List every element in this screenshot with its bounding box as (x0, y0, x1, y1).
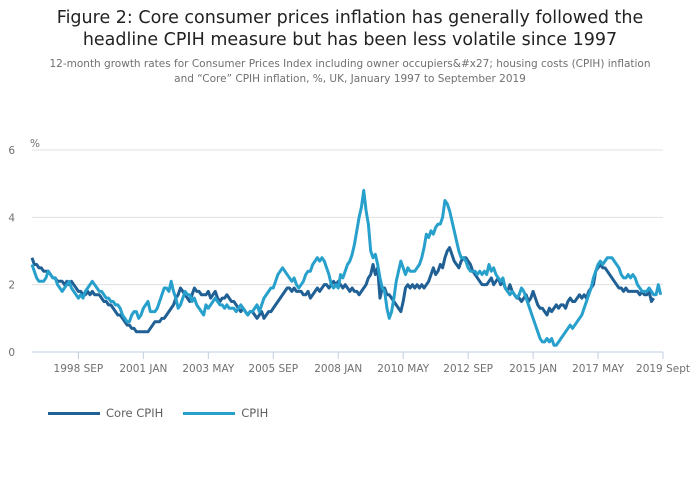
x-tick-label: 2003 MAY (182, 363, 234, 375)
legend: Core CPIH CPIH (48, 406, 288, 420)
y-tick-label: 4 (8, 212, 15, 224)
legend-item-cpih[interactable]: CPIH (183, 406, 268, 420)
x-tick-label: 2012 SEP (443, 363, 493, 375)
x-tick-label: 2001 JAN (119, 363, 167, 375)
x-tick-label: 2008 JAN (314, 363, 362, 375)
chart-subtitle-line-2: and “Core” CPIH inflation, %, UK, Januar… (174, 73, 526, 85)
legend-item-core-cpih[interactable]: Core CPIH (48, 406, 163, 420)
chart-subtitle-line-1: 12-month growth rates for Consumer Price… (49, 58, 651, 70)
legend-swatch-cpih (183, 411, 236, 415)
legend-label-core-cpih: Core CPIH (106, 406, 164, 420)
y-axis-unit-label: % (30, 138, 40, 150)
series-lines (30, 188, 663, 347)
x-tick-label: 2005 SEP (248, 363, 298, 375)
x-tick-label: 2017 MAY (572, 363, 624, 375)
x-axis: 1998 SEP 2001 JAN 2003 MAY 2005 SEP 2008 JAN… (32, 351, 690, 375)
legend-swatch-core-cpih (48, 411, 100, 415)
y-tick-label: 2 (8, 280, 15, 292)
chart-title-line-2: headline CPIH measure but has been less … (82, 30, 618, 50)
chart-title-line-1: Figure 2: Core consumer prices inflation… (56, 8, 644, 28)
gridlines (32, 149, 663, 286)
x-tick-label: 1998 SEP (54, 363, 104, 375)
y-tick-label: 6 (8, 145, 15, 157)
y-axis: 0 2 4 6 (8, 145, 15, 359)
x-tick-label: 2015 JAN (509, 363, 557, 375)
y-tick-label: 0 (8, 347, 15, 359)
series-line-core-cpih[interactable] (30, 246, 655, 334)
chart-title: Figure 2: Core consumer prices inflation… (0, 7, 700, 51)
x-tick-label: 2019 Sept (636, 363, 690, 375)
series-line-cpih[interactable] (30, 188, 663, 347)
chart-subtitle: 12-month growth rates for Consumer Price… (0, 57, 700, 87)
legend-label-cpih: CPIH (241, 406, 269, 420)
x-tick-label: 2010 MAY (377, 363, 429, 375)
